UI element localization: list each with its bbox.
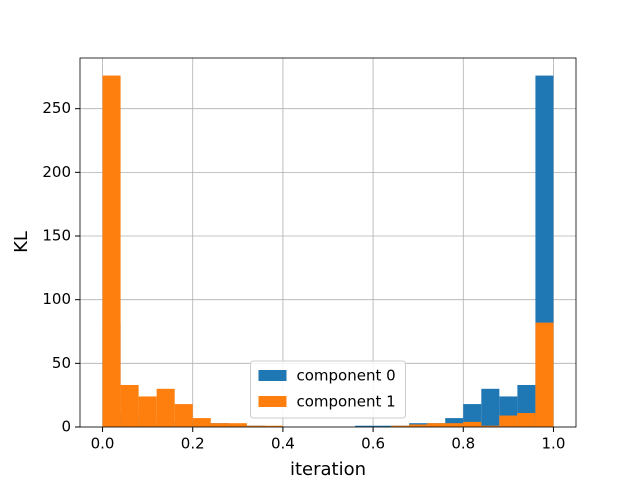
bar [499, 415, 518, 427]
y-axis-label: KL [11, 231, 32, 253]
bar [174, 404, 193, 427]
legend-label: component 0 [297, 367, 396, 385]
bar [463, 421, 482, 427]
y-tick-label: 150 [42, 227, 71, 245]
bar [138, 396, 157, 427]
legend-box [250, 360, 406, 419]
x-tick-label: 0.0 [91, 435, 115, 453]
bar [192, 418, 211, 427]
legend-swatch [258, 370, 287, 381]
bar [463, 404, 482, 427]
x-tick-label: 1.0 [542, 435, 566, 453]
y-tick-label: 0 [61, 418, 71, 436]
bar [228, 423, 247, 427]
bar [102, 75, 121, 428]
y-tick-label: 250 [42, 99, 71, 117]
y-tick-label: 50 [52, 354, 71, 372]
bar [409, 424, 428, 427]
legend-label: component 1 [297, 393, 396, 411]
x-tick-label: 0.8 [451, 435, 475, 453]
bar [427, 423, 446, 427]
bar [517, 412, 536, 427]
bar [391, 425, 410, 427]
x-axis-label: iteration [290, 459, 366, 480]
bar [535, 322, 554, 427]
y-tick-label: 100 [42, 290, 71, 308]
y-tick-label: 200 [42, 163, 71, 181]
x-tick-label: 0.6 [361, 435, 385, 453]
bar [210, 423, 229, 427]
bar [481, 388, 500, 427]
bar [355, 425, 374, 427]
bar [246, 425, 265, 427]
x-tick-label: 0.2 [181, 435, 205, 453]
bar [156, 388, 175, 427]
bar [120, 384, 139, 427]
x-tick-label: 0.4 [271, 435, 295, 453]
legend-swatch [258, 396, 287, 407]
plot-frame [79, 57, 577, 428]
bar [481, 425, 500, 427]
bar [445, 423, 464, 427]
bar [373, 425, 392, 427]
bar [445, 418, 464, 427]
legend: component 0 component 1 [250, 360, 406, 419]
bar [264, 425, 283, 427]
